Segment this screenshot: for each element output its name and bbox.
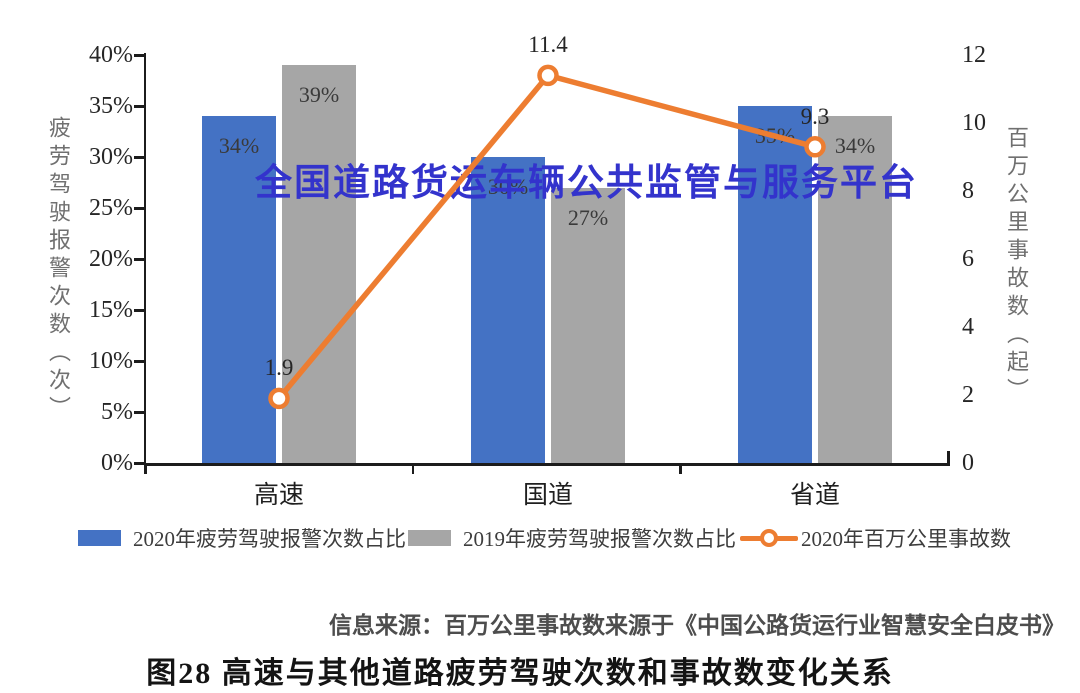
bar-1-0	[282, 65, 356, 463]
left-axis-tick	[134, 462, 145, 465]
right-tick-label: 6	[962, 246, 974, 272]
left-axis-tick	[134, 156, 145, 159]
bar-value-label: 39%	[298, 82, 340, 108]
left-tick-label: 15%	[89, 297, 133, 323]
right-tick-label: 4	[962, 314, 974, 340]
right-tick-label: 0	[962, 450, 974, 476]
left-axis-tick	[134, 105, 145, 108]
left-tick-label: 20%	[89, 246, 133, 272]
right-tick-label: 12	[962, 42, 986, 68]
bottom-axis-line	[144, 463, 950, 466]
bar-value-label: 27%	[567, 204, 609, 230]
left-tick-label: 35%	[89, 93, 133, 119]
bar-value-label: 34%	[834, 133, 876, 159]
x-axis-tick	[679, 463, 682, 474]
line-value-label: 11.4	[528, 32, 568, 58]
legend-label-0: 2020年疲劳驾驶报警次数占比	[133, 527, 406, 551]
left-tick-label: 30%	[89, 144, 133, 170]
legend-label-2: 2020年百万公里事故数	[801, 527, 1011, 551]
source-note: 信息来源：百万公里事故数来源于《中国公路货运行业智慧安全白皮书》	[329, 613, 1065, 638]
left-tick-label: 10%	[89, 348, 133, 374]
legend-line-marker	[740, 529, 798, 547]
bar-0-2	[738, 106, 812, 463]
left-tick-label: 5%	[101, 399, 133, 425]
right-tick-label: 2	[962, 382, 974, 408]
left-tick-label: 0%	[101, 450, 133, 476]
line-value-label: 9.3	[800, 103, 830, 129]
legend-line-dot	[760, 529, 778, 547]
bar-1-2	[818, 116, 892, 463]
legend-swatch-0	[78, 530, 121, 546]
left-axis-tick	[134, 207, 145, 210]
line-point-marker	[537, 64, 559, 87]
left-axis-tick	[134, 360, 145, 363]
left-tick-label: 25%	[89, 195, 133, 221]
x-category-label: 国道	[522, 482, 573, 509]
left-axis-title: 疲劳驾驶报警次数（次）	[46, 116, 71, 424]
bar-0-0	[202, 116, 276, 463]
x-axis-tick	[144, 463, 147, 474]
left-axis-tick	[134, 258, 145, 261]
right-axis-title: 百万公里事故数（起）	[1004, 126, 1029, 406]
x-category-label: 高速	[253, 482, 304, 509]
right-tick-label: 10	[962, 110, 986, 136]
left-axis-line	[144, 53, 146, 465]
line-value-label: 1.9	[264, 355, 294, 381]
bar-value-label: 34%	[218, 133, 260, 159]
x-category-label: 省道	[789, 482, 840, 509]
left-axis-tick	[134, 309, 145, 312]
left-tick-label: 40%	[89, 42, 133, 68]
legend-swatch-1	[408, 530, 451, 546]
x-axis-tick	[411, 463, 415, 474]
figure-caption: 图28 高速与其他道路疲劳驾驶次数和事故数变化关系	[146, 657, 894, 690]
watermark-text: 全国道路货运车辆公共监管与服务平台	[255, 162, 918, 203]
left-axis-tick	[134, 411, 145, 414]
right-tick-label: 8	[962, 178, 974, 204]
right-axis-end-tick	[947, 451, 950, 465]
left-axis-tick	[134, 54, 145, 57]
legend-label-1: 2019年疲劳驾驶报警次数占比	[463, 527, 736, 551]
